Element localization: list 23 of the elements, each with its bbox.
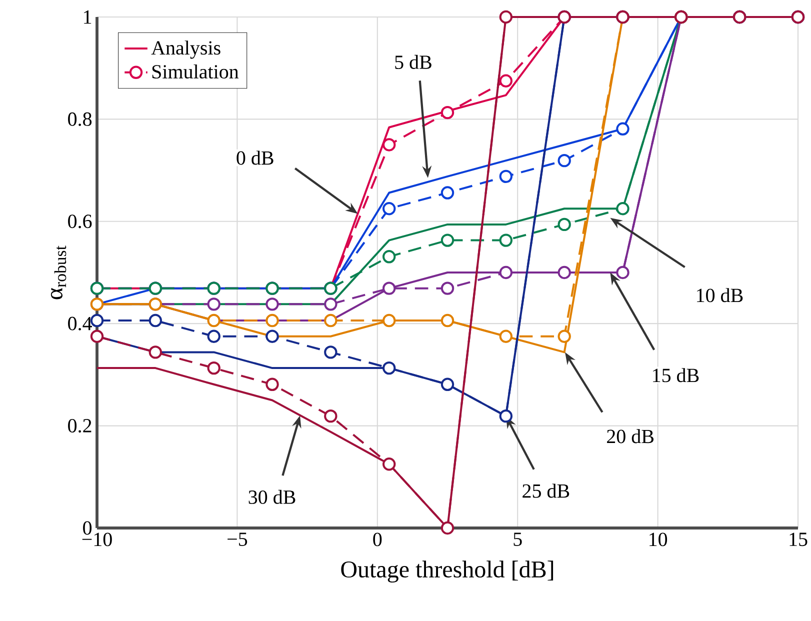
- annotation: 5 dB: [395, 54, 432, 69]
- x-tick-label: −10: [82, 532, 112, 546]
- x-tick-label: 15: [790, 532, 808, 546]
- annotation: 20 dB: [607, 429, 654, 444]
- y-tick-label: 1: [84, 10, 92, 24]
- y-axis-title: α$_{robust}$: [50, 246, 66, 300]
- x-tick-label: 10: [650, 532, 668, 546]
- annotation: 25 dB: [522, 484, 570, 498]
- y-tick-label: 0: [83, 521, 92, 535]
- x-tick-label: 0: [373, 532, 382, 546]
- annotation: 15 dB: [653, 368, 699, 382]
- annotation: 0 dB: [236, 150, 274, 165]
- y-tick-label: 0.6: [68, 214, 92, 228]
- annotation: 30 dB: [248, 490, 296, 504]
- annotation: 10 dB: [697, 288, 743, 302]
- y-tick-label: 0.2: [68, 418, 92, 433]
- x-axis-title: Outage threshold [dB]: [341, 560, 554, 583]
- legend-label: Simulation: [152, 64, 239, 79]
- x-tick-label: 5: [514, 532, 522, 546]
- y-tick-label: 0.8: [68, 112, 92, 126]
- x-tick-label: −5: [228, 532, 248, 546]
- legend-label: Analysis: [151, 40, 220, 59]
- y-tick-label: 0.4: [68, 316, 92, 330]
